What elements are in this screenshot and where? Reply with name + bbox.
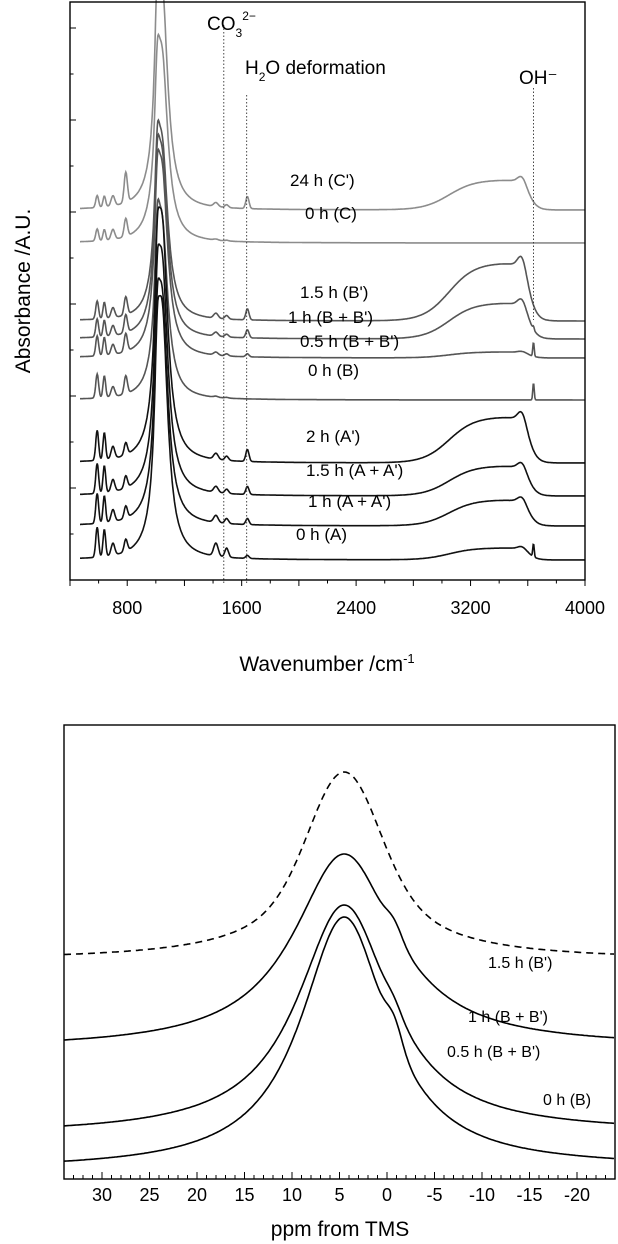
ftir-series-line — [80, 147, 585, 359]
ftir-series-line — [80, 205, 585, 464]
carbonate-annotation: CO3 2− — [207, 9, 256, 40]
ftir-series-line — [80, 294, 585, 561]
water-annotation-sub: 2 — [259, 70, 266, 84]
nmr-x-tick-label: -15 — [516, 1185, 542, 1205]
nmr-series-line — [63, 916, 615, 1162]
nmr-series-line — [63, 904, 615, 1127]
nmr-x-tick-label: 5 — [334, 1185, 344, 1205]
nmr-series-label: 1.5 h (B') — [488, 955, 552, 972]
ftir-series-line — [80, 32, 585, 244]
ftir-x-ticks: 800 1600 2400 3200 4000 — [69, 27, 605, 618]
ftir-series-label: 24 h (C') — [290, 171, 355, 190]
nmr-x-tick-label: 0 — [382, 1185, 392, 1205]
ftir-series-line — [80, 277, 585, 527]
ftir-y-axis-label: Absorbance /A.U. — [12, 209, 35, 374]
water-deformation-annotation: H2O deformation — [245, 58, 386, 84]
ftir-series-line — [80, 118, 585, 322]
nmr-series-label: 0 h (B) — [543, 1092, 591, 1109]
nmr-x-tick-label: 10 — [282, 1185, 302, 1205]
ftir-series-line — [80, 0, 585, 211]
ftir-x-tick-label: 1600 — [222, 598, 262, 618]
carbonate-annotation-sup: 2− — [242, 9, 256, 23]
nmr-curves — [63, 771, 615, 1162]
ftir-chart: 24 h (C') 0 h (C) 1.5 h (B') 1 h (B + B') 0.… — [12, 0, 605, 676]
ftir-curves — [80, 0, 585, 561]
ftir-series-label: 1 h (B + B') — [288, 308, 373, 327]
nmr-x-tick-label: 25 — [139, 1185, 159, 1205]
ftir-x-tick-label: 800 — [112, 598, 142, 618]
nmr-chart: 1.5 h (B') 1 h (B + B') 0.5 h (B + B') 0 h … — [63, 724, 616, 1241]
ftir-reference-lines — [223, 25, 534, 585]
ftir-x-axis-label: Wavenumber /cm-1 — [239, 651, 414, 676]
ftir-series-label: 0 h (C) — [305, 204, 357, 223]
ftir-x-tick-label: 2400 — [336, 598, 376, 618]
ftir-series-label: 0 h (A) — [296, 525, 347, 544]
ftir-series-labels: 24 h (C') 0 h (C) 1.5 h (B') 1 h (B + B') 0.… — [288, 171, 403, 544]
nmr-x-tick-label: 20 — [187, 1185, 207, 1205]
ftir-series-label: 1 h (A + A') — [308, 492, 391, 511]
ftir-series-label: 1.5 h (B') — [300, 283, 368, 302]
nmr-x-tick-label: 15 — [234, 1185, 254, 1205]
ftir-x-tick-label: 3200 — [451, 598, 491, 618]
nmr-x-axis-label: ppm from TMS — [271, 1218, 409, 1241]
nmr-x-tick-label: -10 — [469, 1185, 495, 1205]
nmr-x-ticks: 30 25 20 15 10 5 0 -5 -10 -15 -20 — [63, 1172, 616, 1205]
nmr-x-tick-label: -20 — [564, 1185, 590, 1205]
ftir-series-line — [80, 132, 585, 340]
nmr-series-line — [63, 853, 615, 1041]
ftir-series-label: 0 h (B) — [308, 361, 359, 380]
ftir-x-tick-label: 4000 — [565, 598, 605, 618]
ftir-series-label: 2 h (A') — [306, 427, 360, 446]
nmr-series-label: 0.5 h (B + B') — [447, 1044, 540, 1061]
hydroxide-annotation: OH⁻ — [519, 68, 558, 89]
nmr-series-labels: 1.5 h (B') 1 h (B + B') 0.5 h (B + B') 0 h … — [447, 955, 591, 1109]
ftir-x-axis-label-sup: -1 — [403, 651, 415, 666]
nmr-x-tick-label: 30 — [92, 1185, 112, 1205]
water-annotation-rest: O deformation — [265, 58, 385, 79]
nmr-plot-frame — [63, 724, 616, 1180]
ftir-series-line — [80, 243, 585, 497]
ftir-x-axis-label-main: Wavenumber /cm — [239, 653, 403, 676]
carbonate-annotation-sub: 3 — [236, 26, 243, 40]
ftir-series-label: 1.5 h (A + A') — [306, 461, 403, 480]
carbonate-annotation-label: CO — [207, 14, 236, 35]
nmr-x-tick-label: -5 — [426, 1185, 442, 1205]
nmr-series-label: 1 h (B + B') — [468, 1009, 548, 1026]
nmr-series-line — [63, 771, 615, 956]
water-annotation-label: H — [245, 58, 259, 79]
ftir-annotations: CO3 2− H2O deformation OH⁻ — [207, 9, 558, 89]
ftir-series-label: 0.5 h (B + B') — [300, 332, 399, 351]
